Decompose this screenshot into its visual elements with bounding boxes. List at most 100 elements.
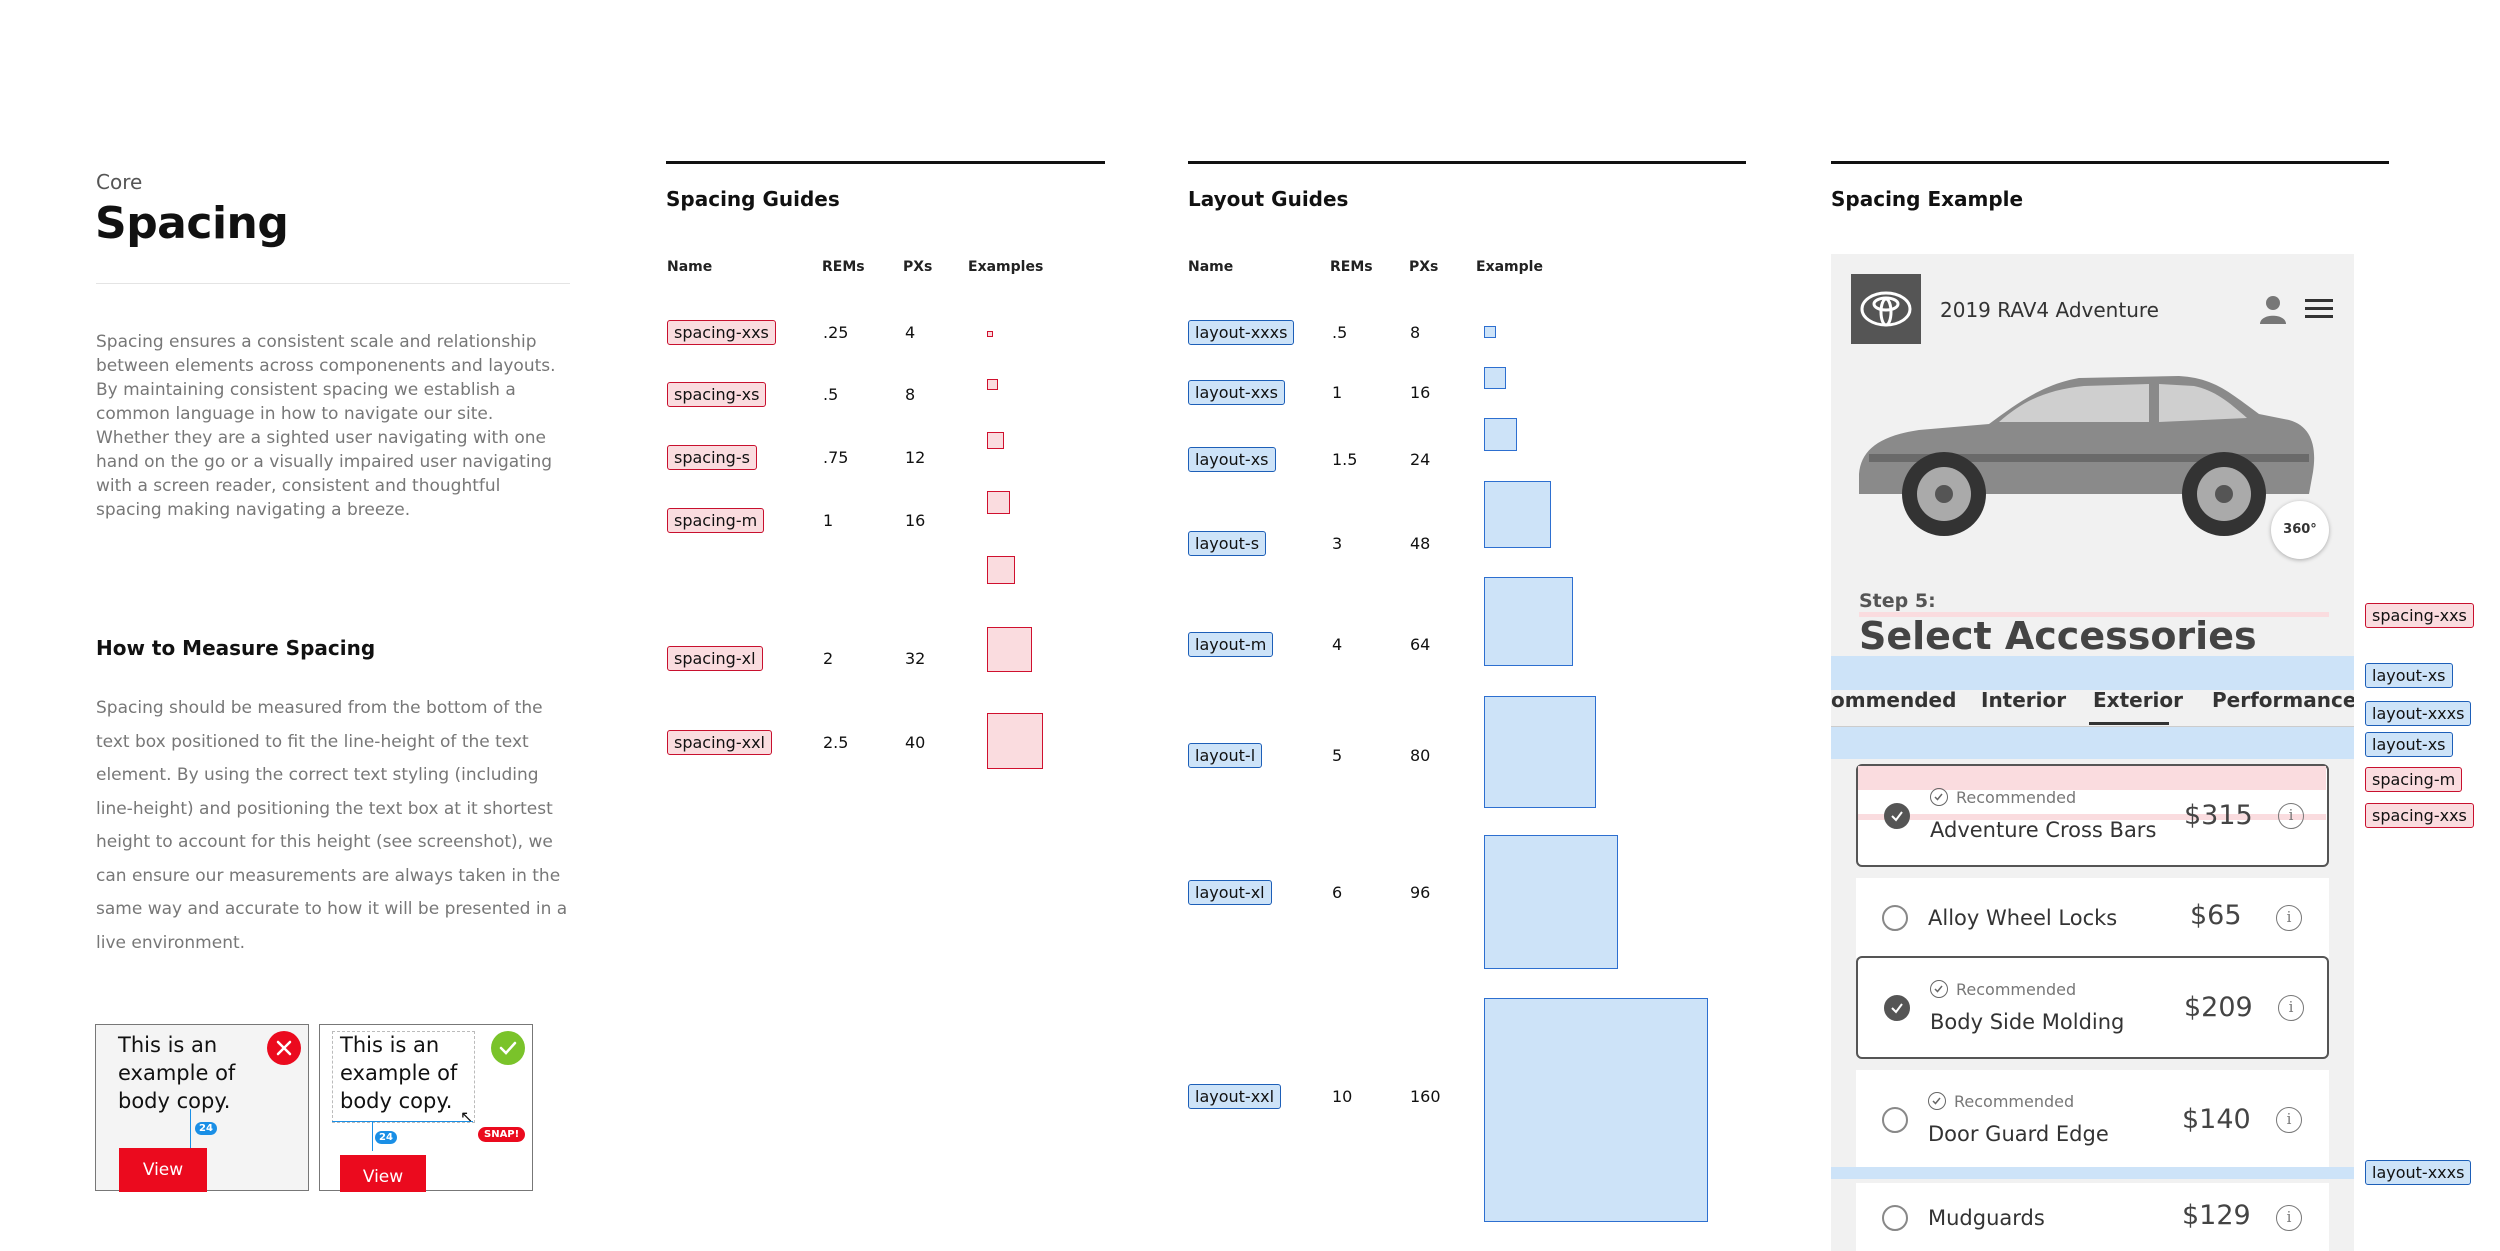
px-value: 8: [905, 385, 916, 404]
mockup-screen: 2019 RAV4 Adventure 360° Step 5: Select …: [1831, 254, 2354, 1251]
accessory-name: Body Side Molding: [1930, 1010, 2125, 1034]
layout-overlay: [1831, 656, 2354, 690]
accessory-name: Alloy Wheel Locks: [1928, 906, 2118, 930]
accessory-checkbox[interactable]: [1882, 1205, 1908, 1231]
layout-swatch: [1484, 696, 1596, 808]
rems-value: 5: [1332, 746, 1343, 765]
token-layout-m: layout-m: [1188, 632, 1274, 657]
demo-body-text: This is an example of body copy.: [118, 1033, 236, 1113]
rems-value: 2: [823, 649, 834, 668]
token-layout-xl: layout-xl: [1188, 880, 1272, 905]
spacing-overlay: [1858, 766, 2326, 790]
token-spacing-m: spacing-m: [667, 508, 765, 533]
info-icon[interactable]: i: [2276, 1205, 2302, 1231]
accessory-checkbox[interactable]: [1884, 803, 1910, 829]
rems-value: 1: [1332, 383, 1343, 402]
tab-exterior[interactable]: Exterior: [2093, 688, 2184, 712]
tab-interior[interactable]: Interior: [1981, 688, 2067, 712]
accessory-price: $65: [2190, 900, 2242, 931]
px-value: 48: [1410, 534, 1431, 553]
accessory-checkbox[interactable]: [1882, 905, 1908, 931]
spacing-swatch: [987, 491, 1010, 514]
measure-line: [190, 1109, 191, 1149]
accessory-checkbox[interactable]: [1882, 1107, 1908, 1133]
step-title: Select Accessories: [1859, 614, 2257, 658]
check-icon: [491, 1031, 525, 1065]
measure-badge: 24: [375, 1131, 397, 1144]
baseline-line: [332, 1121, 473, 1122]
accessory-card[interactable]: Recommended Door Guard Edge $140 i: [1856, 1070, 2329, 1170]
spacing-example-title: Spacing Example: [1831, 187, 2024, 211]
accessory-checkbox[interactable]: [1884, 995, 1910, 1021]
rems-value: .75: [823, 448, 849, 467]
view-button[interactable]: View: [119, 1148, 207, 1192]
layout-swatch: [1484, 835, 1618, 969]
x-icon: [267, 1031, 301, 1065]
spacing-swatch: [987, 627, 1032, 672]
accessory-card[interactable]: Mudguards $129 i: [1856, 1183, 2329, 1251]
rotate-360-button[interactable]: 360°: [2271, 501, 2329, 559]
px-value: 24: [1410, 450, 1431, 469]
px-value: 8: [1410, 323, 1421, 342]
token-layout-s: layout-s: [1188, 531, 1267, 556]
text-box-outline: [332, 1031, 475, 1123]
toyota-logo[interactable]: [1851, 274, 1921, 344]
divider: [96, 283, 570, 284]
vehicle-image: [1849, 354, 2319, 544]
px-value: 96: [1410, 883, 1431, 902]
demo-body-text: This is an example of body copy.: [340, 1033, 458, 1113]
accessory-card[interactable]: Alloy Wheel Locks $65 i: [1856, 878, 2329, 958]
annotation-layout-xs: layout-xs: [2365, 732, 2453, 757]
annotation-spacing-xxs: spacing-xxs: [2365, 603, 2474, 628]
spacing-overlay: [1859, 612, 2329, 617]
menu-icon[interactable]: [2305, 298, 2333, 320]
accessory-price: $140: [2182, 1104, 2251, 1135]
rems-value: 6: [1332, 883, 1343, 902]
accessory-card[interactable]: Recommended Body Side Molding $209 i: [1856, 956, 2329, 1059]
annotation-spacing-m: spacing-m: [2365, 767, 2463, 792]
layout-overlay: [1831, 1167, 2354, 1179]
view-button[interactable]: View: [340, 1155, 426, 1192]
token-layout-xxs: layout-xxs: [1188, 380, 1285, 405]
px-value: 4: [905, 323, 916, 342]
annotation-layout-xxxs: layout-xxxs: [2365, 701, 2472, 726]
tab-performance[interactable]: Performance: [2212, 688, 2354, 712]
col-header-name: Name: [1188, 259, 1234, 275]
rems-value: 1.5: [1332, 450, 1358, 469]
token-layout-xxxs: layout-xxxs: [1188, 320, 1295, 345]
info-icon[interactable]: i: [2278, 803, 2304, 829]
layout-swatch: [1484, 418, 1517, 451]
info-icon[interactable]: i: [2276, 905, 2302, 931]
recommended-check-icon: [1928, 1092, 1946, 1110]
user-icon[interactable]: [2259, 294, 2287, 324]
snap-badge: SNAP!: [478, 1127, 526, 1142]
rems-value: 1: [823, 511, 834, 530]
col-header-example: Example: [1476, 259, 1543, 275]
section-rule: [666, 161, 1105, 164]
info-icon[interactable]: i: [2276, 1107, 2302, 1133]
spacing-swatch: [987, 556, 1015, 584]
tab-active-underline: [2089, 722, 2169, 725]
accessory-card[interactable]: Recommended Adventure Cross Bars $315 i: [1856, 764, 2329, 867]
layout-guides-title: Layout Guides: [1188, 187, 1349, 211]
recommended-label: Recommended: [1956, 788, 2077, 807]
step-label: Step 5:: [1859, 590, 1936, 612]
spacing-swatch: [987, 713, 1043, 769]
spacing-swatch: [987, 331, 993, 337]
rems-value: .5: [823, 385, 839, 404]
section-eyebrow: Core: [96, 170, 143, 194]
rems-value: 10: [1332, 1087, 1353, 1106]
accessory-name: Adventure Cross Bars: [1930, 818, 2157, 842]
tab-recommended[interactable]: ommended: [1831, 688, 1957, 712]
accessory-name: Door Guard Edge: [1928, 1122, 2109, 1146]
section-rule: [1831, 161, 2389, 164]
annotation-spacing-xxs: spacing-xxs: [2365, 803, 2474, 828]
token-layout-xs: layout-xs: [1188, 447, 1276, 472]
px-value: 64: [1410, 635, 1431, 654]
spacing-guides-title: Spacing Guides: [666, 187, 840, 211]
rems-value: .5: [1332, 323, 1348, 342]
recommended-check-icon: [1930, 980, 1948, 998]
layout-swatch: [1484, 367, 1506, 389]
info-icon[interactable]: i: [2278, 995, 2304, 1021]
col-header-examples: Examples: [968, 259, 1044, 275]
